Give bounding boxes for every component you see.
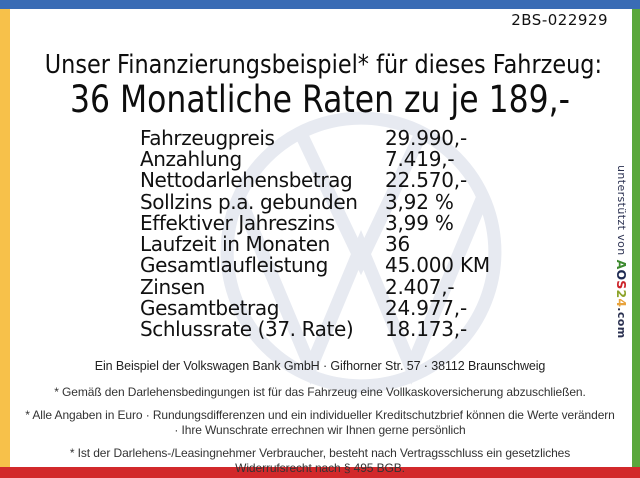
row-label: Zinsen (140, 274, 205, 299)
disclaimer-euro-values: * Alle Angaben in Euro · Rundungsdiffere… (25, 407, 615, 438)
row-value: 22.570,- (385, 168, 467, 193)
row-value: 45.000 KM (385, 253, 490, 278)
table-row: Zinsen 2.407,- (140, 274, 610, 299)
table-row: Effektiver Jahreszins 3,99 % (140, 210, 610, 235)
vehicle-id: 2BS-022929 (511, 11, 608, 29)
row-value: 3,99 % (385, 210, 454, 235)
table-row: Laufzeit in Monaten 36 (140, 232, 610, 257)
aos24-domain-suffix: .com (615, 307, 628, 339)
row-label: Gesamtlaufleistung (140, 253, 328, 278)
row-value: 24.977,- (385, 296, 467, 321)
table-row: Gesamtlaufleistung 45.000 KM (140, 253, 610, 278)
row-value: 36 (385, 232, 411, 257)
row-value: 18.173,- (385, 317, 467, 342)
aos24-letter: A (614, 259, 629, 270)
row-value: 2.407,- (385, 274, 455, 299)
row-label: Anzahlung (140, 146, 242, 171)
vw-logo-icon (220, 111, 502, 393)
row-label: Schlussrate (37. Rate) (140, 317, 354, 342)
row-value: 29.990,- (385, 125, 467, 150)
table-row: Schlussrate (37. Rate) 18.173,- (140, 317, 610, 342)
table-row: Sollzins p.a. gebunden 3,92 % (140, 189, 610, 214)
table-row: Gesamtbetrag 24.977,- (140, 296, 610, 321)
row-label: Sollzins p.a. gebunden (140, 189, 358, 214)
border-right-bar (632, 9, 640, 467)
aos24-letter: S (614, 280, 629, 290)
row-label: Effektiver Jahreszins (140, 210, 335, 235)
row-label: Gesamtbetrag (140, 296, 280, 321)
border-top-bar (0, 0, 640, 9)
aos24-letter: 4 (614, 298, 629, 308)
page-title: Unser Finanzierungsbeispiel* für dieses … (44, 50, 603, 80)
supported-by-sidebar: unterstützt von AOS24.com (614, 165, 629, 355)
aos24-logo: AOS24 (614, 260, 629, 308)
table-row: Nettodarlehensbetrag 22.570,- (140, 168, 610, 193)
row-value: 7.419,- (385, 146, 455, 171)
disclaimer-insurance: * Gemäß den Darlehensbedingungen ist für… (54, 385, 586, 399)
row-value: 3,92 % (385, 189, 454, 214)
row-label: Laufzeit in Monaten (140, 232, 330, 257)
border-bottom-bar (0, 467, 640, 478)
border-left-bar (0, 9, 10, 467)
disclaimer-withdrawal-right: * Ist der Darlehens-/Leasingnehmer Verbr… (69, 445, 571, 476)
aos24-letter: 2 (614, 289, 629, 299)
table-row: Fahrzeugpreis 29.990,- (140, 125, 610, 150)
row-label: Nettodarlehensbetrag (140, 168, 353, 193)
bank-example-line: Ein Beispiel der Volkswagen Bank GmbH · … (94, 359, 546, 373)
supported-by-label: unterstützt von (615, 165, 628, 260)
table-row: Anzahlung 7.419,- (140, 146, 610, 171)
rate-headline: 36 Monatliche Raten zu je 189,- (70, 78, 570, 121)
financing-table: Fahrzeugpreis 29.990,- Anzahlung 7.419,-… (140, 125, 610, 342)
aos24-letter: O (614, 269, 629, 281)
row-label: Fahrzeugpreis (140, 125, 275, 150)
footer: Ein Beispiel der Volkswagen Bank GmbH · … (20, 359, 620, 478)
